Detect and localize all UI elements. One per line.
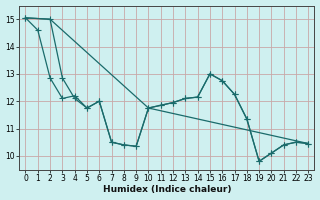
X-axis label: Humidex (Indice chaleur): Humidex (Indice chaleur)	[103, 185, 231, 194]
